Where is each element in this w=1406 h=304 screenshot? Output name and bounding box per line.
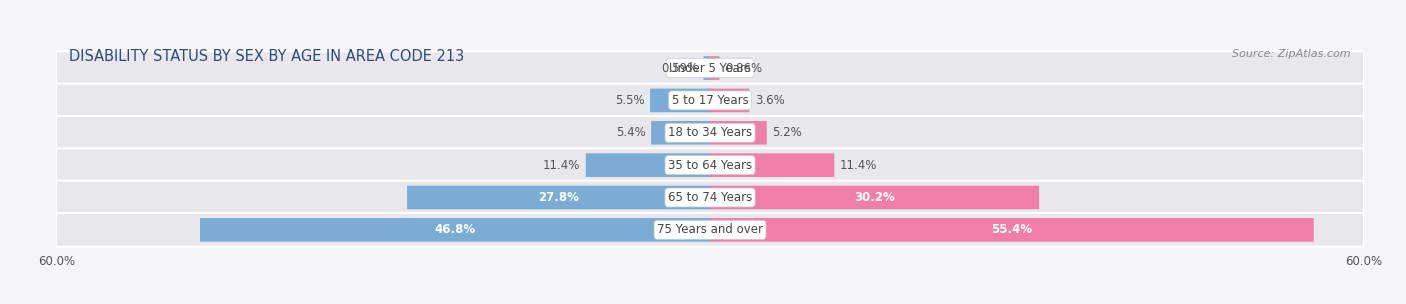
FancyBboxPatch shape [710, 186, 1039, 209]
Text: 46.8%: 46.8% [434, 223, 475, 237]
FancyBboxPatch shape [703, 56, 710, 80]
Text: 11.4%: 11.4% [839, 159, 877, 172]
Text: 75 Years and over: 75 Years and over [657, 223, 763, 237]
Text: 65 to 74 Years: 65 to 74 Years [668, 191, 752, 204]
Text: 11.4%: 11.4% [543, 159, 581, 172]
FancyBboxPatch shape [710, 218, 1313, 242]
FancyBboxPatch shape [56, 84, 1364, 117]
FancyBboxPatch shape [200, 218, 710, 242]
Text: 55.4%: 55.4% [991, 223, 1032, 237]
FancyBboxPatch shape [56, 148, 1364, 182]
FancyBboxPatch shape [408, 186, 710, 209]
FancyBboxPatch shape [710, 56, 720, 80]
Text: 18 to 34 Years: 18 to 34 Years [668, 126, 752, 139]
Text: Under 5 Years: Under 5 Years [669, 61, 751, 74]
Text: 0.86%: 0.86% [725, 61, 762, 74]
FancyBboxPatch shape [586, 153, 710, 177]
FancyBboxPatch shape [56, 213, 1364, 247]
FancyBboxPatch shape [56, 181, 1364, 214]
FancyBboxPatch shape [710, 88, 749, 112]
Text: Source: ZipAtlas.com: Source: ZipAtlas.com [1232, 49, 1351, 59]
FancyBboxPatch shape [651, 121, 710, 145]
FancyBboxPatch shape [56, 51, 1364, 85]
FancyBboxPatch shape [710, 121, 766, 145]
Text: 30.2%: 30.2% [855, 191, 896, 204]
FancyBboxPatch shape [650, 88, 710, 112]
Text: 0.59%: 0.59% [661, 61, 699, 74]
Text: DISABILITY STATUS BY SEX BY AGE IN AREA CODE 213: DISABILITY STATUS BY SEX BY AGE IN AREA … [69, 49, 464, 64]
Text: 3.6%: 3.6% [755, 94, 785, 107]
FancyBboxPatch shape [56, 116, 1364, 150]
Text: 5.2%: 5.2% [772, 126, 801, 139]
Text: 35 to 64 Years: 35 to 64 Years [668, 159, 752, 172]
Text: 5.4%: 5.4% [616, 126, 645, 139]
Text: 5.5%: 5.5% [614, 94, 644, 107]
Text: 5 to 17 Years: 5 to 17 Years [672, 94, 748, 107]
FancyBboxPatch shape [710, 153, 834, 177]
Text: 27.8%: 27.8% [538, 191, 579, 204]
